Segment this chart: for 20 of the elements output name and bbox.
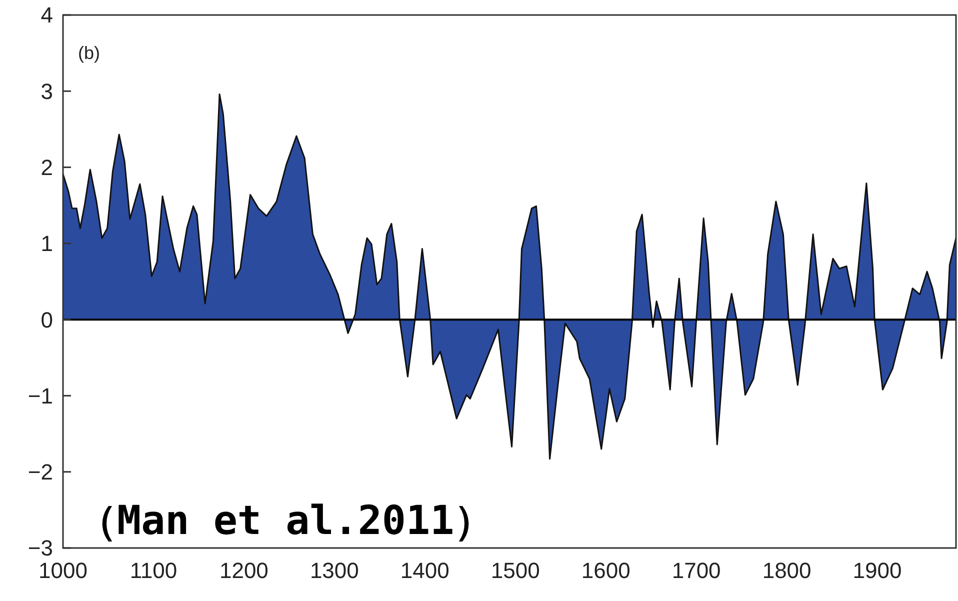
x-tick-label: 1000 [38,558,88,583]
x-tick-label: 1600 [581,558,630,583]
y-tick-label: 4 [40,2,53,28]
annotation: (b) [78,43,100,63]
annotation: （Man et al.2011） [77,498,494,544]
x-tick-label: 1500 [490,558,540,583]
y-tick-label: −1 [28,383,53,408]
x-tick-label: 1200 [219,558,268,583]
y-tick-label: 3 [40,78,53,104]
x-tick-label: 1400 [400,558,450,583]
y-tick-label: −3 [28,536,53,561]
y-tick-label: 0 [40,307,53,332]
x-tick-label: 1900 [852,558,902,583]
y-tick-label: 2 [40,154,53,180]
x-tick-label: 1700 [672,558,721,583]
x-tick-label: 1300 [310,558,359,583]
y-tick-label: 1 [40,231,53,256]
x-tick-label: 1100 [130,558,178,583]
x-tick-label: 1800 [762,558,812,583]
y-tick-label: −2 [28,460,53,485]
